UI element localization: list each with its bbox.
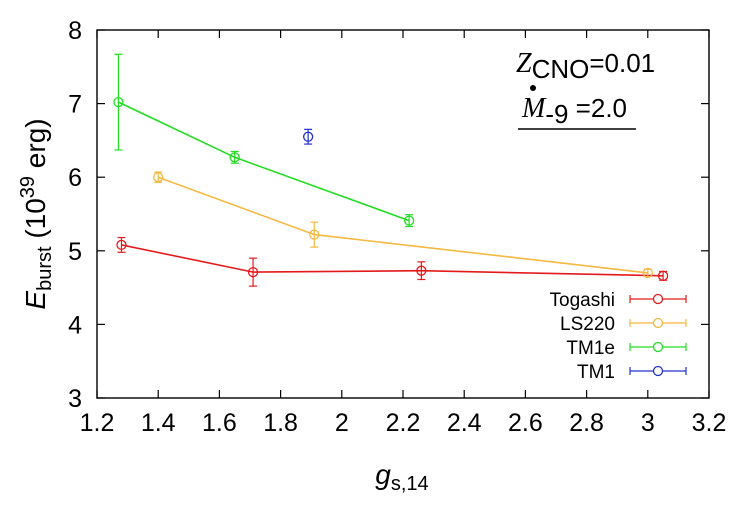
x-axis-label: gs,14 <box>375 459 428 495</box>
annotation-line-1: ZCNO=0.01 <box>516 48 655 84</box>
legend-marker-togashi <box>652 293 664 305</box>
x-tick-label: 1.4 <box>141 409 176 437</box>
y-tick-label: 8 <box>68 17 82 45</box>
data-point-ls220 <box>153 172 164 183</box>
data-point-tm1e <box>403 215 415 226</box>
x-tick-label: 1.2 <box>80 409 115 437</box>
legend-label-tm1: TM1 <box>577 362 615 383</box>
data-point-tm1e <box>113 96 124 108</box>
legend-label-ls220: LS220 <box>560 314 615 335</box>
annotation-line-2: M-9 =2.0 <box>521 93 627 129</box>
y-tick-label: 4 <box>68 311 82 339</box>
data-point-ls220 <box>309 229 320 240</box>
series-line-tm1e <box>118 101 410 222</box>
y-tick-label: 6 <box>68 164 82 192</box>
x-tick-label: 2.6 <box>508 409 543 437</box>
legend-label-togashi: Togashi <box>550 290 616 311</box>
x-tick-label: 1.6 <box>202 409 237 437</box>
legend-marker-tm1e <box>652 341 664 353</box>
mdot-dot <box>530 85 536 91</box>
x-tick-label: 3.2 <box>692 409 727 437</box>
legend-marker-ls220 <box>652 317 664 329</box>
x-tick-label: 2.4 <box>447 409 482 437</box>
x-tick-label: 2.2 <box>386 409 421 437</box>
series-layer <box>113 53 669 287</box>
legend: Togashi LS220 TM1e TM1 <box>550 290 687 383</box>
data-point-togashi <box>657 270 669 281</box>
legend-label-tm1e: TM1e <box>566 338 615 359</box>
data-point-togashi <box>247 266 259 278</box>
y-tick-label: 5 <box>68 238 82 266</box>
legend-marker-tm1 <box>652 365 664 377</box>
y-tick-label: 7 <box>68 91 82 119</box>
axis-ticks: 1.2 1.4 1.6 1.8 2 2.2 2.4 2.6 2.8 3 3.2 3 4 5 6 7 8 <box>68 17 726 437</box>
series-line-ls220 <box>157 176 648 274</box>
data-point-togashi <box>116 239 127 251</box>
data-point-togashi <box>416 265 427 276</box>
data-point-tm1e <box>229 152 240 163</box>
x-tick-label: 1.8 <box>263 409 298 437</box>
x-tick-label: 3 <box>641 409 655 437</box>
x-tick-label: 2 <box>335 409 349 437</box>
plot-frame <box>96 29 710 399</box>
data-point-ls220 <box>642 267 653 279</box>
y-axis-label: Eburst (1039 erg) <box>17 118 56 309</box>
data-point-tm1 <box>302 131 314 142</box>
series-line-togashi <box>121 244 664 277</box>
y-tick-label: 3 <box>68 385 82 413</box>
x-tick-label: 2.8 <box>569 409 604 437</box>
